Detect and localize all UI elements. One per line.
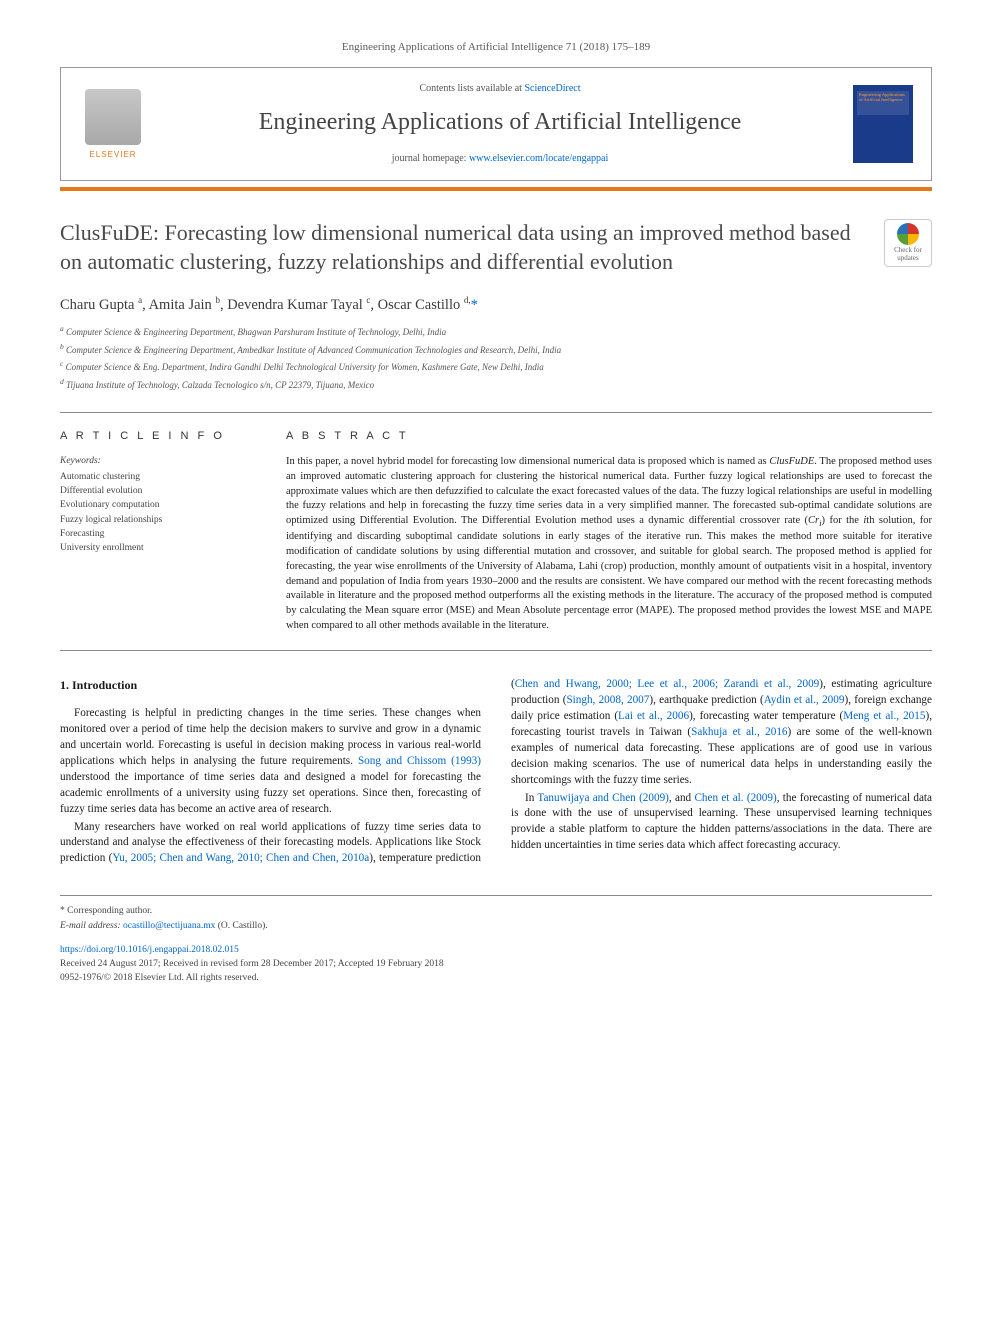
sciencedirect-link[interactable]: ScienceDirect (524, 83, 580, 94)
article-info-heading: A R T I C L E I N F O (60, 429, 252, 444)
intro-heading: 1. Introduction (60, 677, 481, 694)
crossmark-icon (897, 223, 919, 245)
email-line: E-mail address: ocastillo@tectijuana.mx … (60, 919, 932, 933)
keywords-list: Automatic clusteringDifferential evoluti… (60, 470, 252, 556)
journal-header-box: ELSEVIER Contents lists available at Sci… (60, 67, 932, 181)
journal-name: Engineering Applications of Artificial I… (165, 106, 835, 140)
contents-prefix: Contents lists available at (419, 83, 524, 94)
footer-block: * Corresponding author. E-mail address: … (60, 895, 932, 985)
article-title: ClusFuDE: Forecasting low dimensional nu… (60, 219, 864, 276)
divider-bottom (60, 650, 932, 651)
keyword-item: Forecasting (60, 527, 252, 541)
citation-link[interactable]: Song and Chissom (1993) (358, 755, 481, 767)
authors-line: Charu Gupta a, Amita Jain b, Devendra Ku… (60, 294, 932, 315)
abstract-text: In this paper, a novel hybrid model for … (286, 455, 932, 634)
intro-text: ), forecasting water temperature ( (689, 710, 843, 722)
abstract-heading: A B S T R A C T (286, 429, 932, 444)
corresponding-note: * Corresponding author. (60, 904, 932, 918)
citation-link[interactable]: Meng et al., 2015 (843, 710, 925, 722)
keyword-item: Fuzzy logical relationships (60, 513, 252, 527)
title-row: ClusFuDE: Forecasting low dimensional nu… (60, 219, 932, 276)
body-section: 1. Introduction Forecasting is helpful i… (60, 677, 932, 867)
citation-link[interactable]: Chen et al. (2009) (694, 792, 776, 804)
keyword-item: Differential evolution (60, 484, 252, 498)
affiliation-line: a Computer Science & Engineering Departm… (60, 323, 932, 340)
intro-paragraph-3: In Tanuwijaya and Chen (2009), and Chen … (511, 791, 932, 855)
keyword-item: Evolutionary computation (60, 498, 252, 512)
elsevier-logo: ELSEVIER (79, 84, 147, 164)
keyword-item: Automatic clustering (60, 470, 252, 484)
abstract-col: A B S T R A C T In this paper, a novel h… (286, 429, 932, 634)
intro-text: In (525, 792, 537, 804)
citation-link[interactable]: Singh, 2008, 2007 (566, 694, 649, 706)
citation-link[interactable]: Lai et al., 2006 (618, 710, 689, 722)
doi-line: https://doi.org/10.1016/j.engappai.2018.… (60, 943, 932, 957)
orange-divider (60, 187, 932, 191)
doi-link[interactable]: https://doi.org/10.1016/j.engappai.2018.… (60, 945, 239, 955)
journal-cover-thumbnail: Engineering Applications of Artificial I… (853, 85, 913, 163)
authors-names: Charu Gupta a, Amita Jain b, Devendra Ku… (60, 297, 471, 313)
contents-line: Contents lists available at ScienceDirec… (165, 82, 835, 96)
check-updates-label: Check for updates (885, 247, 931, 262)
affiliations: a Computer Science & Engineering Departm… (60, 323, 932, 392)
divider-top (60, 412, 932, 413)
intro-text: ), earthquake prediction ( (649, 694, 763, 706)
article-info-col: A R T I C L E I N F O Keywords: Automati… (60, 429, 252, 634)
affiliation-line: c Computer Science & Eng. Department, In… (60, 358, 932, 375)
homepage-link[interactable]: www.elsevier.com/locate/engappai (469, 153, 608, 164)
cover-thumb-text: Engineering Applications of Artificial I… (859, 93, 907, 103)
affiliation-line: d Tijuana Institute of Technology, Calza… (60, 376, 932, 393)
citation-link[interactable]: Aydin et al., 2009 (764, 694, 845, 706)
citation-link[interactable]: Yu, 2005; Chen and Wang, 2010; Chen and … (112, 852, 369, 864)
affiliation-line: b Computer Science & Engineering Departm… (60, 341, 932, 358)
intro-p1-tail: understood the importance of time series… (60, 771, 481, 815)
copyright-line: 0952-1976/© 2018 Elsevier Ltd. All right… (60, 971, 932, 985)
elsevier-label: ELSEVIER (89, 149, 136, 160)
page-container: Engineering Applications of Artificial I… (0, 0, 992, 1026)
intro-paragraph-1: Forecasting is helpful in predicting cha… (60, 706, 481, 817)
body-two-column: 1. Introduction Forecasting is helpful i… (60, 677, 932, 867)
intro-text: , and (669, 792, 695, 804)
received-line: Received 24 August 2017; Received in rev… (60, 957, 932, 971)
homepage-line: journal homepage: www.elsevier.com/locat… (165, 152, 835, 166)
check-updates-badge[interactable]: Check for updates (884, 219, 932, 267)
citation-link[interactable]: Chen and Hwang, 2000; Lee et al., 2006; … (515, 678, 820, 690)
corresponding-marker[interactable]: * (471, 297, 478, 313)
header-center: Contents lists available at ScienceDirec… (165, 82, 835, 166)
citation-link[interactable]: Sakhuja et al., 2016 (691, 726, 787, 738)
info-abstract-row: A R T I C L E I N F O Keywords: Automati… (60, 429, 932, 634)
citation-link[interactable]: Tanuwijaya and Chen (2009) (537, 792, 669, 804)
email-label: E-mail address: (60, 921, 123, 931)
email-link[interactable]: ocastillo@tectijuana.mx (123, 921, 215, 931)
journal-citation: Engineering Applications of Artificial I… (60, 40, 932, 55)
keywords-label: Keywords: (60, 455, 252, 468)
keyword-item: University enrollment (60, 541, 252, 555)
email-suffix: (O. Castillo). (215, 921, 267, 931)
elsevier-tree-icon (85, 89, 141, 145)
homepage-prefix: journal homepage: (392, 153, 469, 164)
